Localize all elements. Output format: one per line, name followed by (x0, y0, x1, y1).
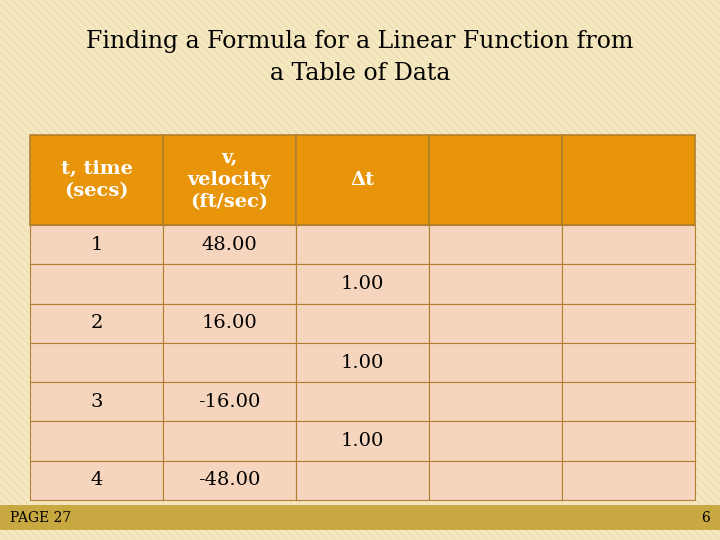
Bar (296, 382, 429, 421)
Bar (562, 421, 695, 461)
Bar (296, 461, 429, 500)
Bar (562, 303, 695, 343)
Bar (30, 382, 163, 421)
Bar (562, 382, 695, 421)
Text: 1.00: 1.00 (341, 432, 384, 450)
Bar (562, 264, 695, 303)
Bar (429, 421, 562, 461)
Bar (163, 382, 296, 421)
Text: 1.00: 1.00 (341, 275, 384, 293)
Text: t, time
(secs): t, time (secs) (60, 160, 132, 200)
Bar (429, 303, 562, 343)
Bar (30, 135, 163, 225)
Bar (296, 264, 429, 303)
Text: PAGE 27: PAGE 27 (10, 510, 71, 524)
Text: v,
velocity
(ft/sec): v, velocity (ft/sec) (188, 149, 271, 211)
Bar (163, 343, 296, 382)
Bar (429, 225, 562, 264)
Bar (163, 461, 296, 500)
Bar (163, 135, 296, 225)
Bar (163, 264, 296, 303)
Text: 16.00: 16.00 (202, 314, 257, 332)
Text: 4: 4 (90, 471, 103, 489)
Bar (296, 303, 429, 343)
Bar (0, 505, 720, 530)
Bar (296, 135, 429, 225)
Bar (30, 264, 163, 303)
Bar (562, 225, 695, 264)
Bar (30, 343, 163, 382)
Bar (562, 343, 695, 382)
Text: -16.00: -16.00 (198, 393, 261, 411)
Bar (562, 461, 695, 500)
Text: 6: 6 (701, 510, 710, 524)
Bar (296, 421, 429, 461)
Text: 1: 1 (90, 235, 103, 254)
Text: Finding a Formula for a Linear Function from: Finding a Formula for a Linear Function … (86, 30, 634, 53)
Bar (429, 461, 562, 500)
Text: 3: 3 (90, 393, 103, 411)
Bar (429, 135, 562, 225)
Text: a Table of Data: a Table of Data (270, 62, 450, 85)
Bar (429, 382, 562, 421)
Bar (163, 303, 296, 343)
Text: 2: 2 (90, 314, 103, 332)
Bar (296, 343, 429, 382)
Bar (429, 343, 562, 382)
Bar (296, 225, 429, 264)
Bar (429, 264, 562, 303)
Bar (30, 225, 163, 264)
Text: 1.00: 1.00 (341, 354, 384, 372)
Text: Δt: Δt (351, 171, 374, 189)
Bar (163, 225, 296, 264)
Bar (30, 303, 163, 343)
Bar (30, 421, 163, 461)
Text: -48.00: -48.00 (198, 471, 261, 489)
Bar (30, 461, 163, 500)
Text: 48.00: 48.00 (202, 235, 257, 254)
Bar (163, 421, 296, 461)
Bar (562, 135, 695, 225)
